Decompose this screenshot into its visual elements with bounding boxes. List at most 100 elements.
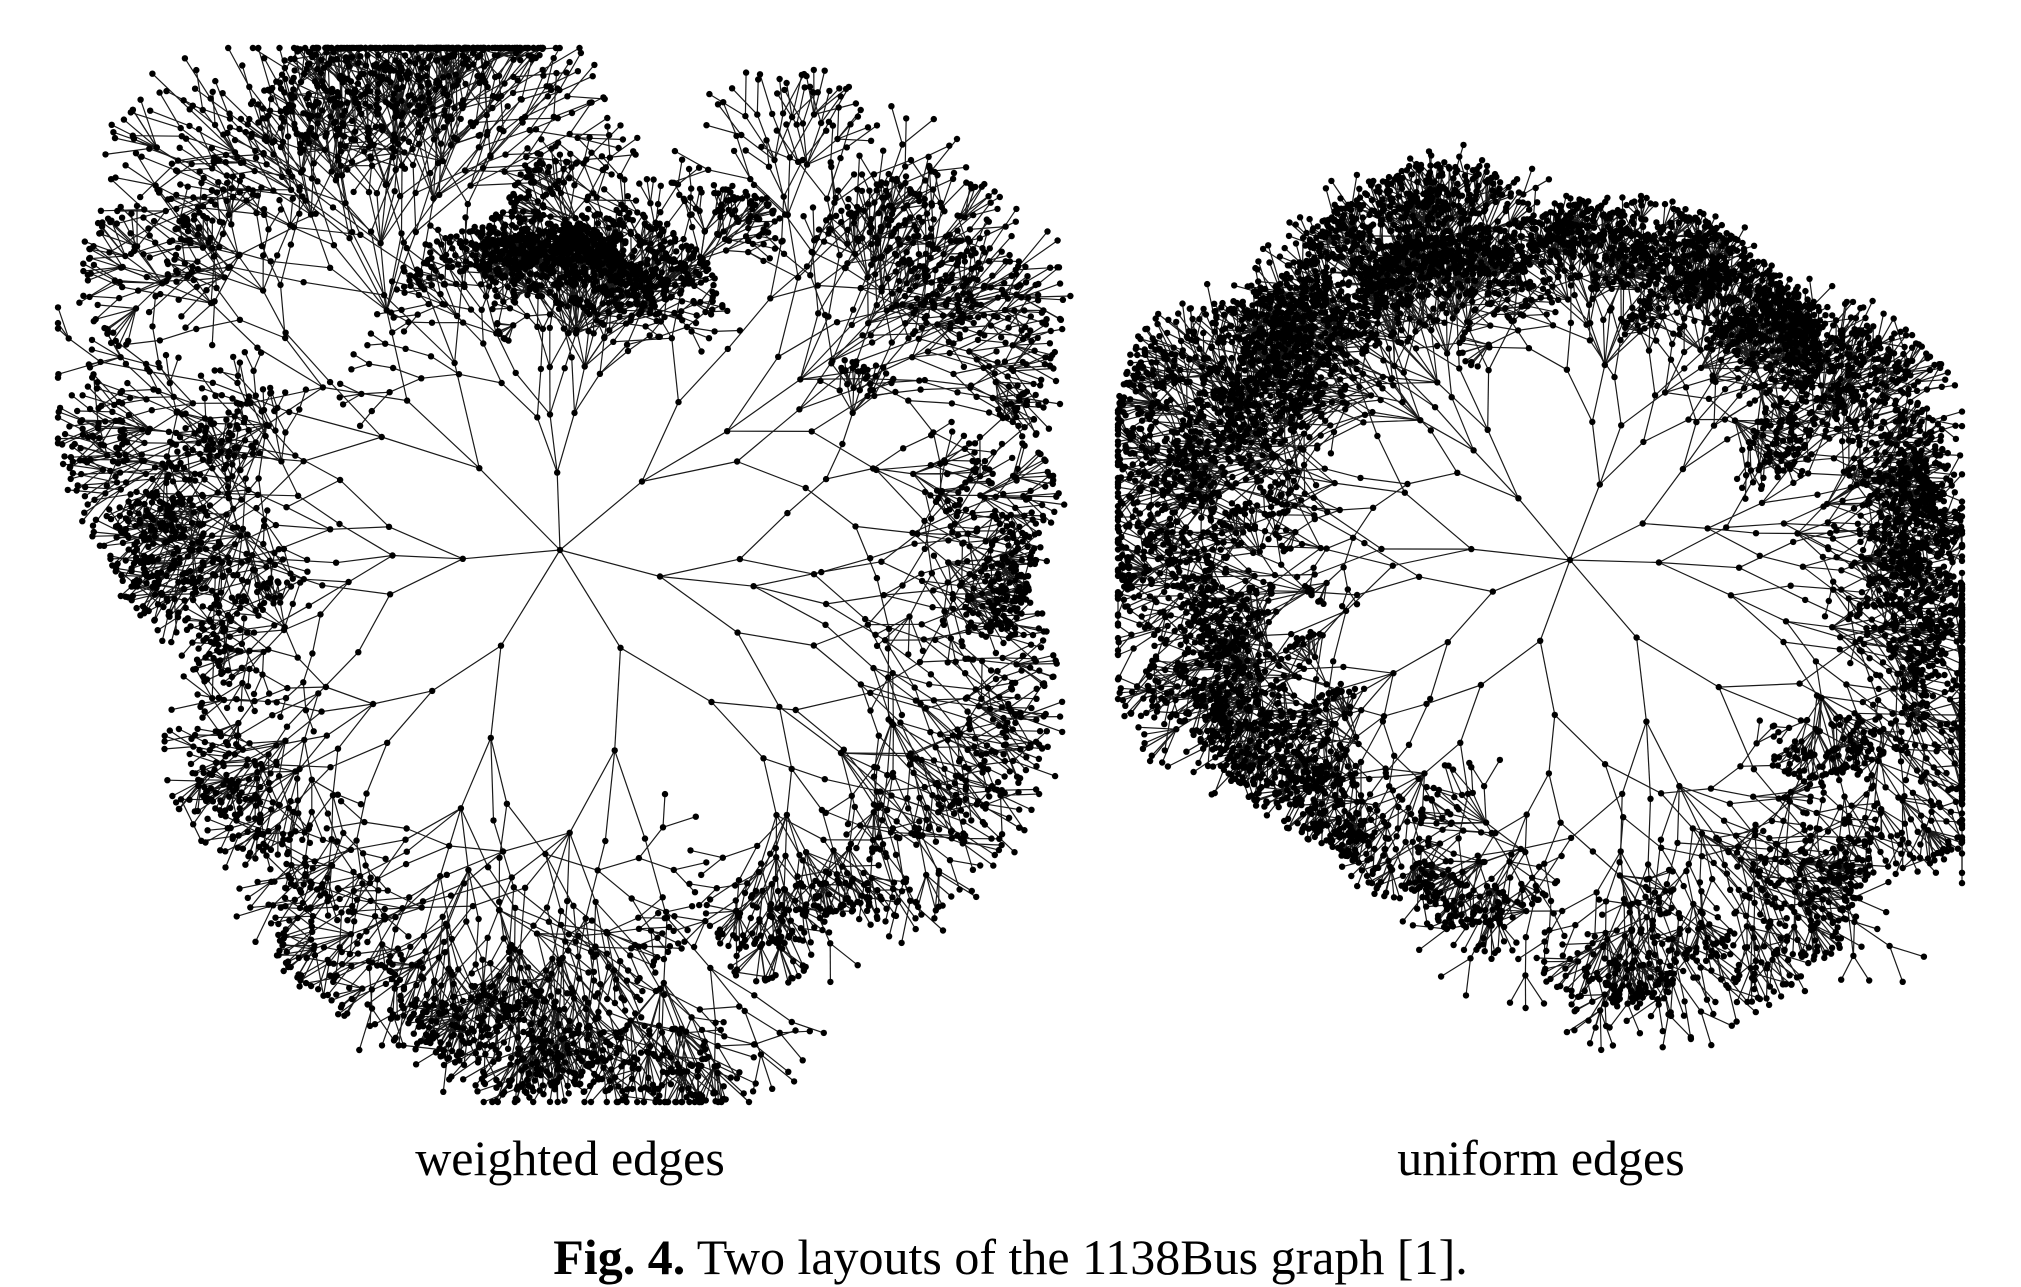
graph-edge — [270, 260, 331, 269]
graph-edge — [980, 677, 1006, 700]
graph-edge — [279, 284, 286, 339]
graph-edge — [460, 808, 489, 868]
graph-edge — [227, 556, 249, 561]
graph-edge — [302, 196, 353, 233]
graph-edge — [952, 735, 970, 769]
graph-edge — [220, 650, 250, 662]
graph-edge — [303, 436, 382, 462]
graph-edge — [597, 869, 633, 899]
graph-edge — [284, 626, 299, 658]
graph-edge — [577, 137, 623, 141]
graph-edge — [94, 493, 131, 501]
graph-edge — [89, 257, 122, 269]
graph-edge — [374, 916, 383, 945]
graph-edge — [929, 683, 976, 691]
graph-edge — [448, 57, 454, 87]
graph-edge — [659, 575, 754, 587]
graph-edge — [249, 881, 272, 908]
graph-edge — [947, 638, 952, 663]
graph-edge — [561, 303, 578, 331]
graph-edge — [458, 54, 498, 82]
graph-edge — [865, 618, 925, 640]
graph-edge — [125, 164, 156, 186]
graph-edge — [498, 975, 502, 1001]
graph-edge — [406, 827, 450, 847]
graph-edge — [526, 133, 570, 158]
graph-edge — [313, 933, 352, 950]
graph-edge — [263, 519, 285, 550]
graph-edge — [122, 266, 169, 278]
graph-edge — [149, 371, 213, 384]
graph-edge — [286, 692, 319, 728]
graph-edge — [356, 899, 403, 909]
graph-edge — [279, 586, 292, 603]
graph-edge — [883, 589, 934, 596]
graph-edge — [805, 851, 827, 884]
graph-edge — [70, 454, 108, 458]
graph-edge — [805, 905, 826, 916]
graph-edge — [690, 849, 723, 859]
graph-edge — [226, 764, 247, 776]
graph-edge — [310, 214, 331, 269]
graph-edge — [846, 384, 854, 413]
graph-edge — [490, 122, 524, 158]
graph-edge — [438, 916, 444, 958]
graph-edge — [577, 137, 619, 149]
graph-edge — [639, 245, 647, 273]
graph-edge — [388, 48, 420, 80]
graph-edge — [727, 916, 740, 947]
graph-edge — [380, 192, 417, 244]
graph-edge — [213, 528, 244, 559]
graph-edge — [567, 95, 605, 100]
graph-edge — [925, 708, 959, 738]
graph-edge — [281, 843, 315, 862]
graph-edge — [253, 352, 262, 372]
graph-edge — [257, 347, 324, 388]
graph-edge — [219, 221, 239, 257]
graph-edge — [90, 273, 123, 288]
graph-edge — [650, 930, 679, 944]
graph-edge — [872, 447, 904, 469]
graph-edge — [442, 869, 469, 918]
graph-edge — [658, 988, 661, 1026]
graph-edge — [753, 1044, 789, 1073]
graph-edge — [218, 650, 241, 667]
graph-edge — [911, 758, 938, 784]
graph-edge — [189, 479, 204, 508]
graph-edge — [925, 696, 968, 710]
graph-edge — [69, 444, 105, 469]
graph-edge — [311, 115, 356, 141]
graph-edge — [394, 897, 410, 930]
graph-edge — [585, 1008, 607, 1043]
graph-edge — [248, 489, 287, 508]
graph-edge — [151, 296, 157, 327]
graph-edge — [526, 294, 544, 330]
graph-edge — [544, 853, 562, 912]
graph-edge — [371, 391, 391, 412]
graph-edge — [97, 304, 137, 310]
graph-edge — [303, 281, 385, 296]
graph-edge — [285, 711, 322, 742]
graph-edge — [549, 332, 570, 368]
graph-edge — [659, 988, 701, 1011]
graph-edge — [109, 221, 136, 248]
graph-edge — [871, 878, 878, 911]
graph-edge — [939, 733, 968, 751]
graph-edge — [498, 803, 508, 858]
graph-edge — [805, 852, 813, 887]
graph-edge — [380, 243, 388, 311]
graph-edge — [919, 620, 944, 663]
graph-edge — [211, 658, 215, 699]
graph-edge — [638, 857, 674, 871]
graph-edge — [239, 319, 286, 339]
graph-edge — [327, 965, 352, 996]
graph-edge — [368, 916, 397, 962]
graph-edge — [330, 526, 390, 530]
graph-edge — [512, 57, 537, 94]
graph-edge — [852, 387, 855, 413]
graph-edge — [162, 282, 212, 304]
graph-edge — [896, 797, 908, 822]
graph-edge — [775, 857, 779, 892]
graph-edge — [566, 832, 571, 902]
graph-edge — [303, 149, 337, 181]
